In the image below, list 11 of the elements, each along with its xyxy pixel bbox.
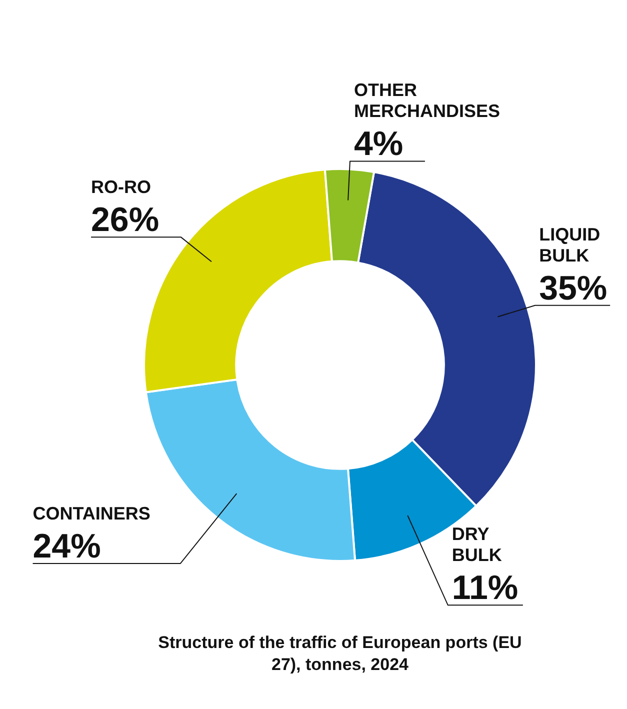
data-label: 35% <box>539 269 608 308</box>
data-label: 24% <box>32 527 101 566</box>
slice-label: LIQUID BULK <box>539 224 600 266</box>
data-label: 4% <box>354 125 404 164</box>
text: Structure of the traffic of European ports (EU 27), tonnes, 2024 <box>157 632 523 676</box>
data-label: 26% <box>91 201 160 240</box>
slice-label: CONTAINERS <box>32 503 150 524</box>
slice-label: OTHER MERCHANDISES <box>354 80 500 122</box>
data-label: 11% <box>452 569 518 608</box>
slice-label: RO-RO <box>91 177 152 198</box>
slice-label: DRY BULK <box>452 524 502 566</box>
